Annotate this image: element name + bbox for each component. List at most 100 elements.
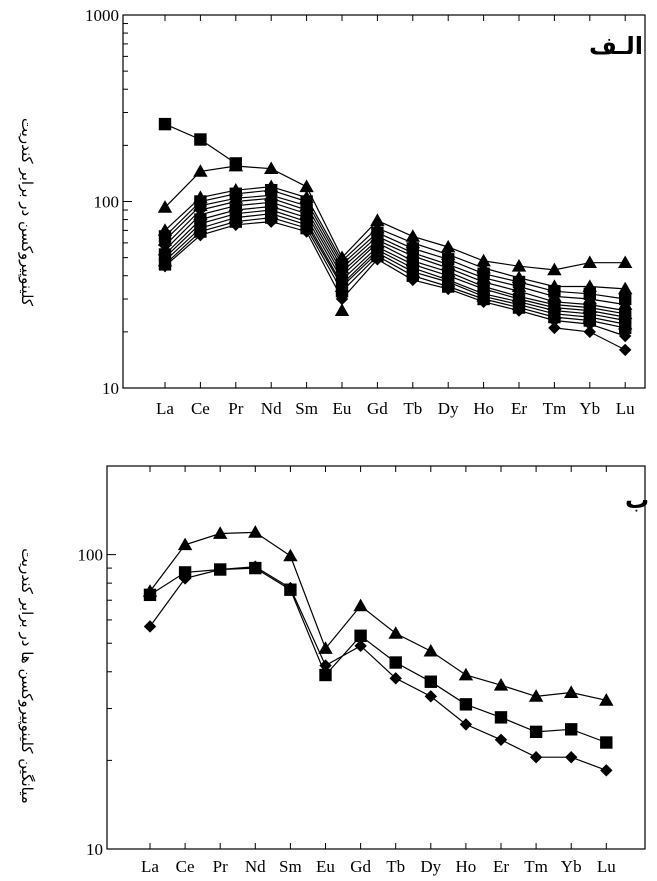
data-point-square-p1-s1-Lu bbox=[600, 736, 613, 749]
data-point-diamond-p0-s13-Tm bbox=[548, 321, 561, 335]
panel-1-series-0-line-0 bbox=[149, 531, 607, 701]
data-point-diamond-p1-s2-Ho bbox=[459, 718, 473, 731]
panel-1-y-tick-label-100: 100 bbox=[78, 546, 104, 565]
panel-1-x-tick-label-Tb: Tb bbox=[386, 857, 405, 876]
panel-1-series-2-line-0 bbox=[149, 566, 607, 771]
panel-1-x-tick-label-Ho: Ho bbox=[456, 857, 477, 876]
panel-0-x-tick-label-Gd: Gd bbox=[367, 399, 388, 418]
data-point-triangle-p0-s0-La bbox=[157, 200, 173, 213]
data-point-triangle-p1-s0-Ce bbox=[177, 537, 193, 551]
panel-0-x-tick-label-Er: Er bbox=[511, 399, 527, 418]
data-point-triangle-p1-s0-Tm bbox=[528, 689, 544, 702]
data-point-diamond-p0-s13-Lu bbox=[619, 343, 632, 357]
data-point-triangle-p0-s0-Dy bbox=[441, 239, 456, 253]
panel-0-series-4-line-0 bbox=[164, 194, 626, 306]
panel-1-x-tick-label-Nd: Nd bbox=[245, 857, 266, 876]
panel-1-x-tick-label-Gd: Gd bbox=[350, 857, 371, 876]
panel-0-series-8-line-0 bbox=[164, 209, 626, 322]
data-point-triangle-p1-s0-Tb bbox=[388, 626, 403, 639]
panel-0-x-tick-label-Dy: Dy bbox=[438, 399, 459, 418]
data-point-diamond-p0-s11-Tm bbox=[548, 314, 561, 327]
data-point-diamond-p0-s11-La bbox=[158, 259, 172, 273]
panel-1-x-tick-label-Ce: Ce bbox=[176, 857, 195, 876]
panel-1-x-tick-label-Tm: Tm bbox=[524, 857, 548, 876]
panel-b-chart: میانگین کلینوپیروکسن ها در برابر کندریت … bbox=[17, 465, 649, 876]
data-point-diamond-p0-s11-Tb bbox=[406, 273, 419, 287]
data-point-diamond-p0-s11-Dy bbox=[442, 282, 455, 296]
data-point-triangle-p1-s0-Nd bbox=[248, 525, 263, 538]
data-point-diamond-p0-s11-Sm bbox=[300, 225, 313, 238]
data-point-triangle-p0-s0-Tm bbox=[547, 262, 562, 276]
panel-0-x-tick-label-Nd: Nd bbox=[261, 399, 282, 418]
panel-0-series-5-line-0 bbox=[164, 197, 626, 312]
panel-0-x-tick-label-Ce: Ce bbox=[191, 399, 210, 418]
data-point-triangle-p0-s0-Er bbox=[511, 258, 527, 272]
data-point-diamond-p0-s11-Ho bbox=[477, 295, 490, 308]
data-point-square-p0-s10-Lu bbox=[619, 321, 632, 335]
data-point-diamond-p1-s2-Gd bbox=[354, 639, 367, 653]
data-point-square-p0-s1-La bbox=[158, 117, 172, 131]
panel-0-x-tick-label-La: La bbox=[156, 399, 174, 418]
data-point-square-p0-s10-Eu bbox=[335, 285, 349, 298]
data-point-diamond-p0-s11-Lu bbox=[619, 329, 632, 343]
data-point-diamond-p1-s2-Yb bbox=[565, 751, 578, 764]
panel-0-x-tick-label-Tm: Tm bbox=[543, 399, 567, 418]
data-point-square-p1-s1-Tm bbox=[529, 725, 543, 739]
data-point-square-p0-s1-Ce bbox=[194, 133, 207, 146]
data-point-diamond-p1-s2-Er bbox=[494, 733, 508, 746]
data-point-square-p1-s1-Dy bbox=[424, 675, 437, 688]
data-point-diamond-p0-s11-Gd bbox=[371, 253, 384, 266]
panel-1-x-tick-label-Yb: Yb bbox=[561, 857, 582, 876]
data-point-triangle-p0-s4-Yb bbox=[582, 291, 597, 305]
panel-0-y-tick-label-10: 10 bbox=[102, 379, 119, 398]
panel-0-x-tick-label-Lu: Lu bbox=[616, 399, 635, 418]
data-point-triangle-p1-s0-Er bbox=[493, 678, 509, 691]
data-point-square-p1-s1-Gd bbox=[354, 629, 367, 642]
data-point-triangle-p0-s0-Lu bbox=[618, 255, 633, 269]
data-point-diamond-p1-s2-Pr bbox=[214, 563, 227, 576]
data-point-diamond-p1-s2-Lu bbox=[600, 764, 613, 777]
panel-1-series-1-line-0 bbox=[149, 567, 607, 744]
data-point-diamond-p1-s2-Ce bbox=[178, 572, 192, 585]
panel-1-x-tick-label-La: La bbox=[141, 857, 159, 876]
data-point-diamond-p0-s11-Ce bbox=[194, 228, 207, 242]
data-point-diamond-p0-s11-Eu bbox=[335, 292, 349, 306]
data-point-triangle-p1-s0-Gd bbox=[353, 598, 368, 612]
panel-1-x-tick-label-Sm: Sm bbox=[279, 857, 302, 876]
panel-0-x-tick-label-Tb: Tb bbox=[403, 399, 422, 418]
data-point-triangle-p0-s0-Sm bbox=[299, 179, 314, 193]
data-point-triangle-p1-s0-Yb bbox=[564, 685, 579, 698]
data-point-diamond-p1-s2-Tm bbox=[529, 751, 543, 764]
data-point-triangle-p0-s0-Yb bbox=[582, 255, 597, 269]
data-point-triangle-p1-s0-Eu bbox=[318, 641, 333, 654]
data-point-triangle-p1-s0-Pr bbox=[213, 526, 228, 539]
panel-b-y-axis-label: میانگین کلینوپیروکسن ها در برابر کندریت bbox=[17, 548, 36, 804]
data-point-square-p1-s1-Tb bbox=[389, 656, 402, 669]
data-point-diamond-p0-s11-Yb bbox=[583, 317, 596, 331]
panel-0-x-tick-label-Pr: Pr bbox=[228, 399, 243, 418]
data-point-triangle-p0-s0-Nd bbox=[264, 161, 279, 175]
data-point-triangle-p1-s0-Sm bbox=[283, 548, 298, 562]
panel-0-x-tick-label-Yb: Yb bbox=[579, 399, 600, 418]
data-point-triangle-p1-s0-Lu bbox=[599, 693, 614, 706]
data-point-diamond-p1-s2-Tb bbox=[389, 672, 402, 685]
data-point-diamond-p1-s2-Sm bbox=[284, 581, 297, 595]
data-point-triangle-p1-s0-Ho bbox=[458, 667, 474, 681]
data-point-diamond-p1-s2-Eu bbox=[319, 659, 332, 672]
panel-0-x-tick-label-Ho: Ho bbox=[473, 399, 494, 418]
data-point-diamond-p0-s11-Pr bbox=[229, 218, 242, 232]
data-point-square-p1-s1-Er bbox=[494, 711, 508, 724]
panel-0-y-tick-label-1000: 1000 bbox=[85, 6, 119, 25]
data-point-triangle-p0-s0-Ce bbox=[193, 164, 208, 177]
data-point-diamond-p1-s2-La bbox=[143, 620, 157, 633]
data-point-square-p1-s1-Yb bbox=[565, 723, 578, 736]
panel-1-x-tick-label-Lu: Lu bbox=[597, 857, 616, 876]
data-point-triangle-p0-s12-Eu bbox=[334, 303, 350, 317]
data-point-diamond-p0-s13-Yb bbox=[583, 325, 596, 339]
panel-1-x-tick-label-Eu: Eu bbox=[316, 857, 335, 876]
data-point-square-p1-s1-Ho bbox=[459, 698, 473, 711]
panel-1-label: ب bbox=[625, 486, 649, 514]
data-point-triangle-p0-s0-Ho bbox=[476, 253, 491, 267]
panel-0-x-tick-label-Eu: Eu bbox=[333, 399, 352, 418]
